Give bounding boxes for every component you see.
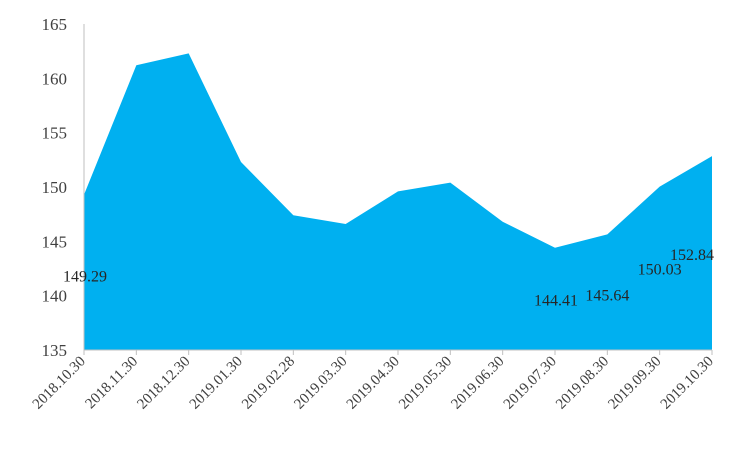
- x-tick-label: 2019.08.30: [553, 354, 612, 413]
- data-label: 152.84: [670, 247, 714, 264]
- data-label: 144.41: [534, 293, 578, 310]
- x-tick-label: 2019.06.30: [448, 354, 507, 413]
- x-tick-label: 2019.09.30: [605, 354, 664, 413]
- y-tick-label: 160: [42, 69, 68, 88]
- x-tick-label: 2018.11.30: [83, 354, 142, 413]
- plot-area: [84, 53, 712, 351]
- x-tick-label: 2019.03.30: [291, 354, 350, 413]
- x-tick-label: 2019.02.28: [239, 354, 298, 413]
- data-label: 145.64: [585, 287, 629, 304]
- y-tick-label: 135: [42, 341, 68, 360]
- y-tick-label: 165: [42, 15, 68, 34]
- data-label: 149.29: [63, 269, 107, 286]
- x-tick-label: 2019.07.30: [501, 354, 560, 413]
- y-axis: 135 140 145 150 155 160 165: [42, 15, 85, 360]
- x-tick-label: 2019.05.30: [396, 354, 455, 413]
- data-label: 150.03: [638, 262, 682, 279]
- x-tick-label: 2019.01.30: [187, 354, 246, 413]
- area-series: [84, 53, 712, 351]
- x-tick-label: 2018.10.30: [30, 354, 89, 413]
- x-tick-label: 2019.10.30: [658, 354, 717, 413]
- y-tick-label: 150: [42, 178, 68, 197]
- x-tick-label: 2018.12.30: [134, 354, 193, 413]
- x-axis: 2018.10.302018.11.302018.12.302019.01.30…: [30, 349, 717, 413]
- x-tick-label: 2019.04.30: [344, 354, 403, 413]
- y-tick-label: 145: [42, 232, 68, 251]
- y-tick-label: 155: [42, 124, 68, 143]
- y-tick-label: 140: [42, 287, 68, 306]
